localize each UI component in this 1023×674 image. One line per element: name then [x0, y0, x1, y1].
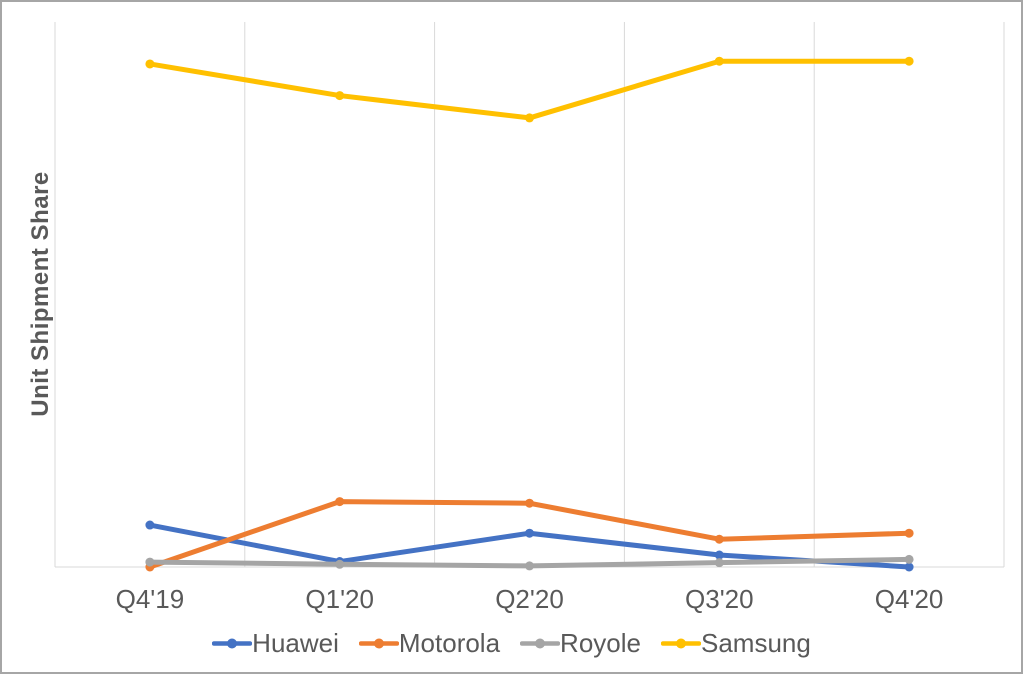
legend-line-marker-icon	[212, 638, 253, 649]
data-point-samsung-1	[335, 91, 345, 101]
x-axis-label-2: Q2'20	[495, 584, 564, 614]
data-point-royole-4	[904, 554, 914, 564]
data-point-royole-2	[525, 561, 534, 571]
data-point-samsung-0	[145, 59, 155, 69]
data-point-samsung-2	[525, 113, 534, 123]
series-line-samsung	[147, 58, 912, 121]
legend-label-huawei: Huawei	[252, 628, 339, 658]
data-point-motorola-3	[714, 534, 724, 544]
data-point-huawei-2	[525, 528, 534, 538]
legend-item-huawei: Huawei	[212, 628, 339, 659]
data-point-samsung-4	[904, 56, 914, 66]
legend-line-marker-icon	[660, 638, 701, 649]
x-axis-label-0: Q4'19	[115, 584, 185, 614]
legend-item-motorola: Motorola	[358, 628, 501, 659]
data-point-huawei-4	[904, 562, 914, 572]
x-axis-label-3: Q3'20	[685, 584, 754, 614]
data-point-royole-0	[145, 557, 155, 567]
data-point-huawei-3	[714, 550, 724, 560]
data-point-royole-3	[714, 558, 724, 568]
legend-line-marker-icon	[520, 638, 561, 649]
x-axis-labels: Q4'19 Q1'20 Q2'20 Q3'20 Q4'20	[2, 584, 1021, 616]
legend-label-motorola: Motorola	[398, 628, 501, 658]
data-point-huawei-0	[145, 520, 155, 530]
legend-item-samsung: Samsung	[660, 628, 811, 659]
data-point-motorola-4	[904, 528, 914, 538]
x-axis-label-1: Q1'20	[305, 584, 374, 614]
legend-item-royole: Royole	[520, 628, 641, 659]
legend-label-samsung: Samsung	[700, 628, 811, 658]
data-point-royole-1	[335, 559, 345, 569]
legend-label-royole: Royole	[560, 628, 641, 658]
data-point-motorola-1	[335, 497, 345, 507]
x-axis-label-4: Q4'20	[874, 584, 944, 614]
legend-line-marker-icon	[358, 638, 399, 649]
data-point-motorola-2	[525, 498, 534, 508]
legend: Huawei Motorola Royole Samsung	[2, 628, 1021, 659]
data-point-samsung-3	[714, 56, 724, 66]
